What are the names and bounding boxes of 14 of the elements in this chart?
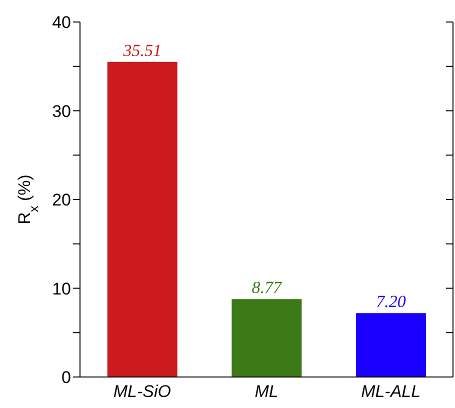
bar (107, 62, 178, 377)
data-label: 35.51 (122, 40, 162, 60)
y-tick-label: 30 (52, 102, 71, 121)
x-tick-label: ML-SiO (113, 382, 171, 402)
bar (232, 299, 302, 377)
data-label: 8.77 (252, 278, 284, 298)
bar (356, 313, 426, 377)
y-tick-label: 0 (62, 368, 71, 388)
data-label: 7.20 (376, 292, 406, 312)
y-tick-label: 10 (52, 279, 71, 298)
x-tick-label: ML-ALL (361, 382, 421, 402)
y-tick-label: 20 (52, 190, 71, 210)
y-tick-label: 40 (52, 13, 71, 32)
x-tick-label: ML (254, 382, 278, 402)
